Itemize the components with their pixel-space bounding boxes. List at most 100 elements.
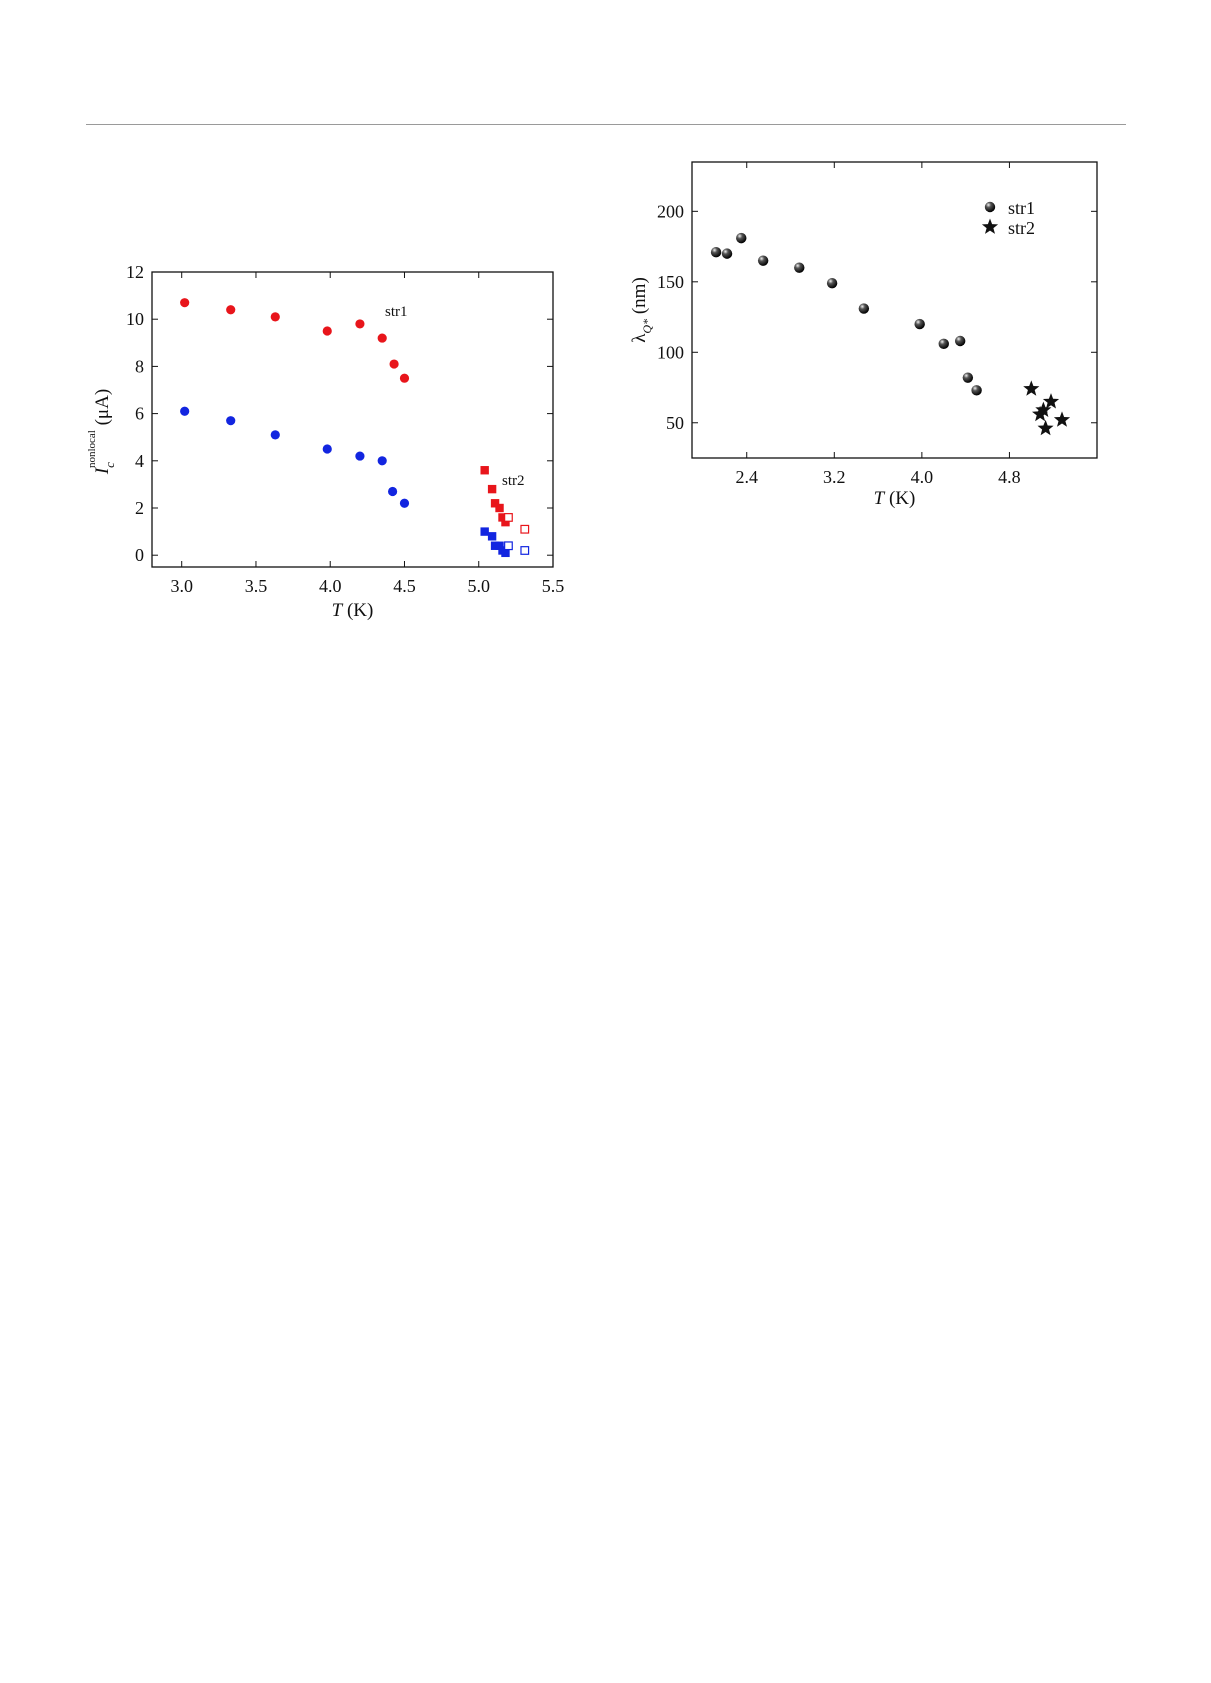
data-point xyxy=(480,527,489,536)
data-point xyxy=(226,305,236,315)
x-axis-label-right: T (K) xyxy=(874,488,916,509)
plot-frame-right xyxy=(691,161,1098,459)
x-tick-label: 4.0 xyxy=(319,576,342,596)
data-point xyxy=(914,318,925,330)
legend-sphere xyxy=(984,201,996,213)
series-1 xyxy=(1023,380,1071,436)
data-point xyxy=(322,326,332,336)
legend-marker-str1 xyxy=(984,201,996,213)
plot-frame-left xyxy=(151,271,554,568)
legend-label-str1: str1 xyxy=(1008,198,1035,218)
series-1 xyxy=(180,406,410,508)
data-point xyxy=(1035,401,1052,417)
y-tick-label: 2 xyxy=(135,498,144,518)
data-point xyxy=(971,385,982,396)
data-point xyxy=(355,319,365,329)
data-point xyxy=(1053,411,1071,427)
axes-right: 2.4 3.2 4.0 4.8 50 100 150 200 xyxy=(657,162,1097,487)
y-tick-label: 0 xyxy=(135,545,144,565)
data-point xyxy=(480,466,489,475)
data-point xyxy=(180,298,190,308)
y-tick-label: 12 xyxy=(126,262,144,282)
x-tick-label: 3.2 xyxy=(823,467,846,487)
data-point xyxy=(721,248,733,259)
x-axis-label-symbol: T xyxy=(332,600,344,621)
y-tick-label: 4 xyxy=(135,451,144,471)
series-3 xyxy=(480,527,510,558)
data-point xyxy=(270,312,280,322)
data-point xyxy=(501,517,510,527)
x-tick-label: 4.8 xyxy=(998,467,1021,487)
legend-star xyxy=(981,218,999,234)
y-tick-label: 100 xyxy=(657,342,684,362)
data-point xyxy=(490,541,500,550)
series-0 xyxy=(710,232,982,396)
y-tick-label: 50 xyxy=(666,413,684,433)
data-point xyxy=(377,333,387,343)
annotation-str2: str2 xyxy=(502,473,525,489)
chart-critical-current: 3.0 3.5 4.0 4.5 5.0 5.5 0 2 4 6 8 10 12 str1 str2 T … xyxy=(86,262,564,621)
data-point xyxy=(226,416,236,426)
data-point xyxy=(504,513,513,522)
data-point xyxy=(322,444,332,454)
y-axis-label-right: λQ* (nm) xyxy=(629,277,654,343)
x-tick-label: 4.0 xyxy=(911,467,934,487)
y-tick-label: 8 xyxy=(135,356,144,376)
data-point xyxy=(504,541,513,551)
data-point xyxy=(1023,380,1040,396)
y-axis-label-superscript: nonlocal xyxy=(86,430,98,468)
data-point xyxy=(180,406,190,416)
axes-left: 3.0 3.5 4.0 4.5 5.0 5.5 0 2 4 6 8 10 12 xyxy=(126,262,564,596)
y-axis-label-left: Ic nonlocal (μA) xyxy=(86,389,117,475)
y-tick-label: 6 xyxy=(135,404,144,424)
data-point xyxy=(399,498,410,508)
data-point xyxy=(501,548,510,558)
y-axis-label-unit: (nm) xyxy=(629,277,650,319)
y-tick-label: 200 xyxy=(657,201,684,221)
data-point xyxy=(710,247,722,258)
data-point xyxy=(826,278,838,289)
series-0 xyxy=(180,298,410,383)
header-rule xyxy=(86,124,1126,125)
data-point xyxy=(388,486,398,497)
x-tick-label: 2.4 xyxy=(735,467,758,487)
data-point xyxy=(495,541,504,550)
data-point xyxy=(794,262,805,273)
y-axis-label-subscript: Q* xyxy=(640,319,654,334)
x-tick-label: 5.5 xyxy=(542,576,565,596)
data-point xyxy=(520,546,530,555)
data-point xyxy=(490,499,500,508)
data-point xyxy=(954,335,966,347)
y-axis-label-unit: (μA) xyxy=(92,389,113,430)
data-point xyxy=(858,303,870,314)
x-tick-label: 3.5 xyxy=(245,576,268,596)
x-tick-label: 4.5 xyxy=(393,576,416,596)
x-tick-label: 5.0 xyxy=(467,576,490,596)
x-axis-label-unit: (K) xyxy=(884,488,915,509)
data-point xyxy=(1037,419,1054,436)
x-axis-label-unit: (K) xyxy=(342,600,373,621)
data-point xyxy=(377,456,387,466)
data-point xyxy=(938,338,949,350)
marks-right xyxy=(710,232,1071,436)
y-axis-label-subscript: c xyxy=(102,462,117,468)
y-axis-label-symbol: λ xyxy=(629,333,650,343)
y-tick-label: 150 xyxy=(657,272,684,292)
data-point xyxy=(487,484,497,494)
series-4 xyxy=(504,513,530,534)
x-axis-label-left: T (K) xyxy=(332,600,374,621)
data-point xyxy=(736,232,747,244)
legend-label-str2: str2 xyxy=(1008,218,1035,238)
series-2 xyxy=(480,466,510,527)
y-axis-label-symbol: I xyxy=(92,466,113,475)
legend: str1 str2 xyxy=(981,198,1035,238)
data-point xyxy=(962,372,974,383)
data-point xyxy=(495,503,504,513)
data-point xyxy=(487,532,497,541)
marks-left xyxy=(180,298,530,558)
series-5 xyxy=(504,541,530,555)
annotation-str1: str1 xyxy=(385,304,408,320)
data-point xyxy=(498,513,507,522)
